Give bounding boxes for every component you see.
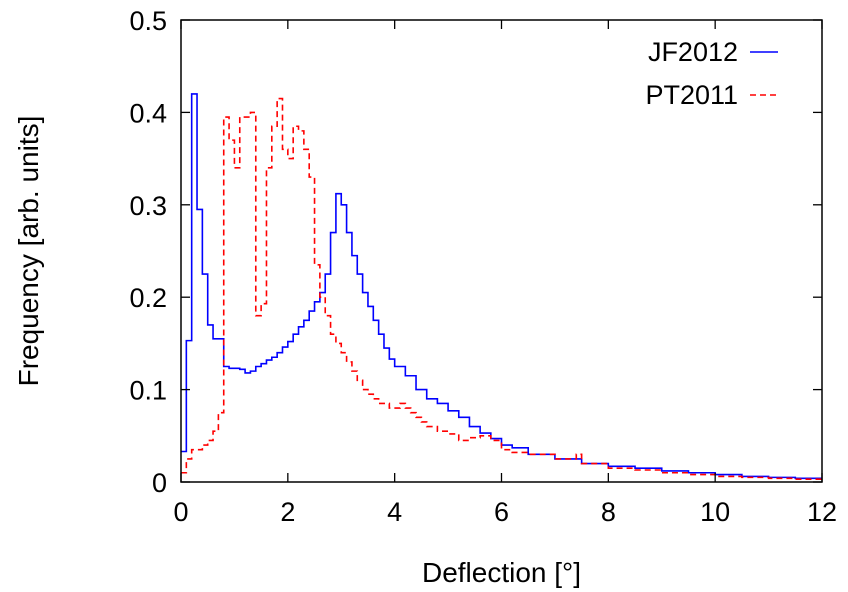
x-tick-label: 8	[601, 497, 616, 527]
legend-label-pt2011: PT2011	[645, 80, 738, 110]
x-tick-label: 10	[700, 497, 730, 527]
x-tick-label: 2	[280, 497, 295, 527]
x-tick-label: 6	[494, 497, 509, 527]
x-axis-title: Deflection [°]	[422, 557, 581, 588]
series-line-jf2012	[181, 93, 822, 480]
series-line-pt2011	[181, 97, 822, 481]
y-tick-label: 0.5	[129, 6, 167, 36]
legend-label-jf2012: JF2012	[648, 37, 738, 67]
x-tick-label: 4	[387, 497, 402, 527]
y-tick-label: 0.3	[129, 191, 167, 221]
series-layer	[181, 93, 822, 481]
x-tick-label: 12	[807, 497, 837, 527]
ticks-layer	[180, 19, 823, 483]
legend: JF2012 PT2011	[645, 37, 778, 110]
y-tick-label: 0.4	[129, 98, 167, 128]
y-tick-label: 0	[152, 468, 167, 498]
tick-labels-layer: 0 2 4 6 8 10 12 0 0.1 0.2 0.3 0.4 0.5	[129, 6, 837, 527]
x-tick-label: 0	[173, 497, 188, 527]
y-tick-label: 0.2	[129, 283, 167, 313]
y-axis-title: Frequency [arb. units]	[13, 116, 44, 387]
y-tick-label: 0.1	[129, 376, 167, 406]
